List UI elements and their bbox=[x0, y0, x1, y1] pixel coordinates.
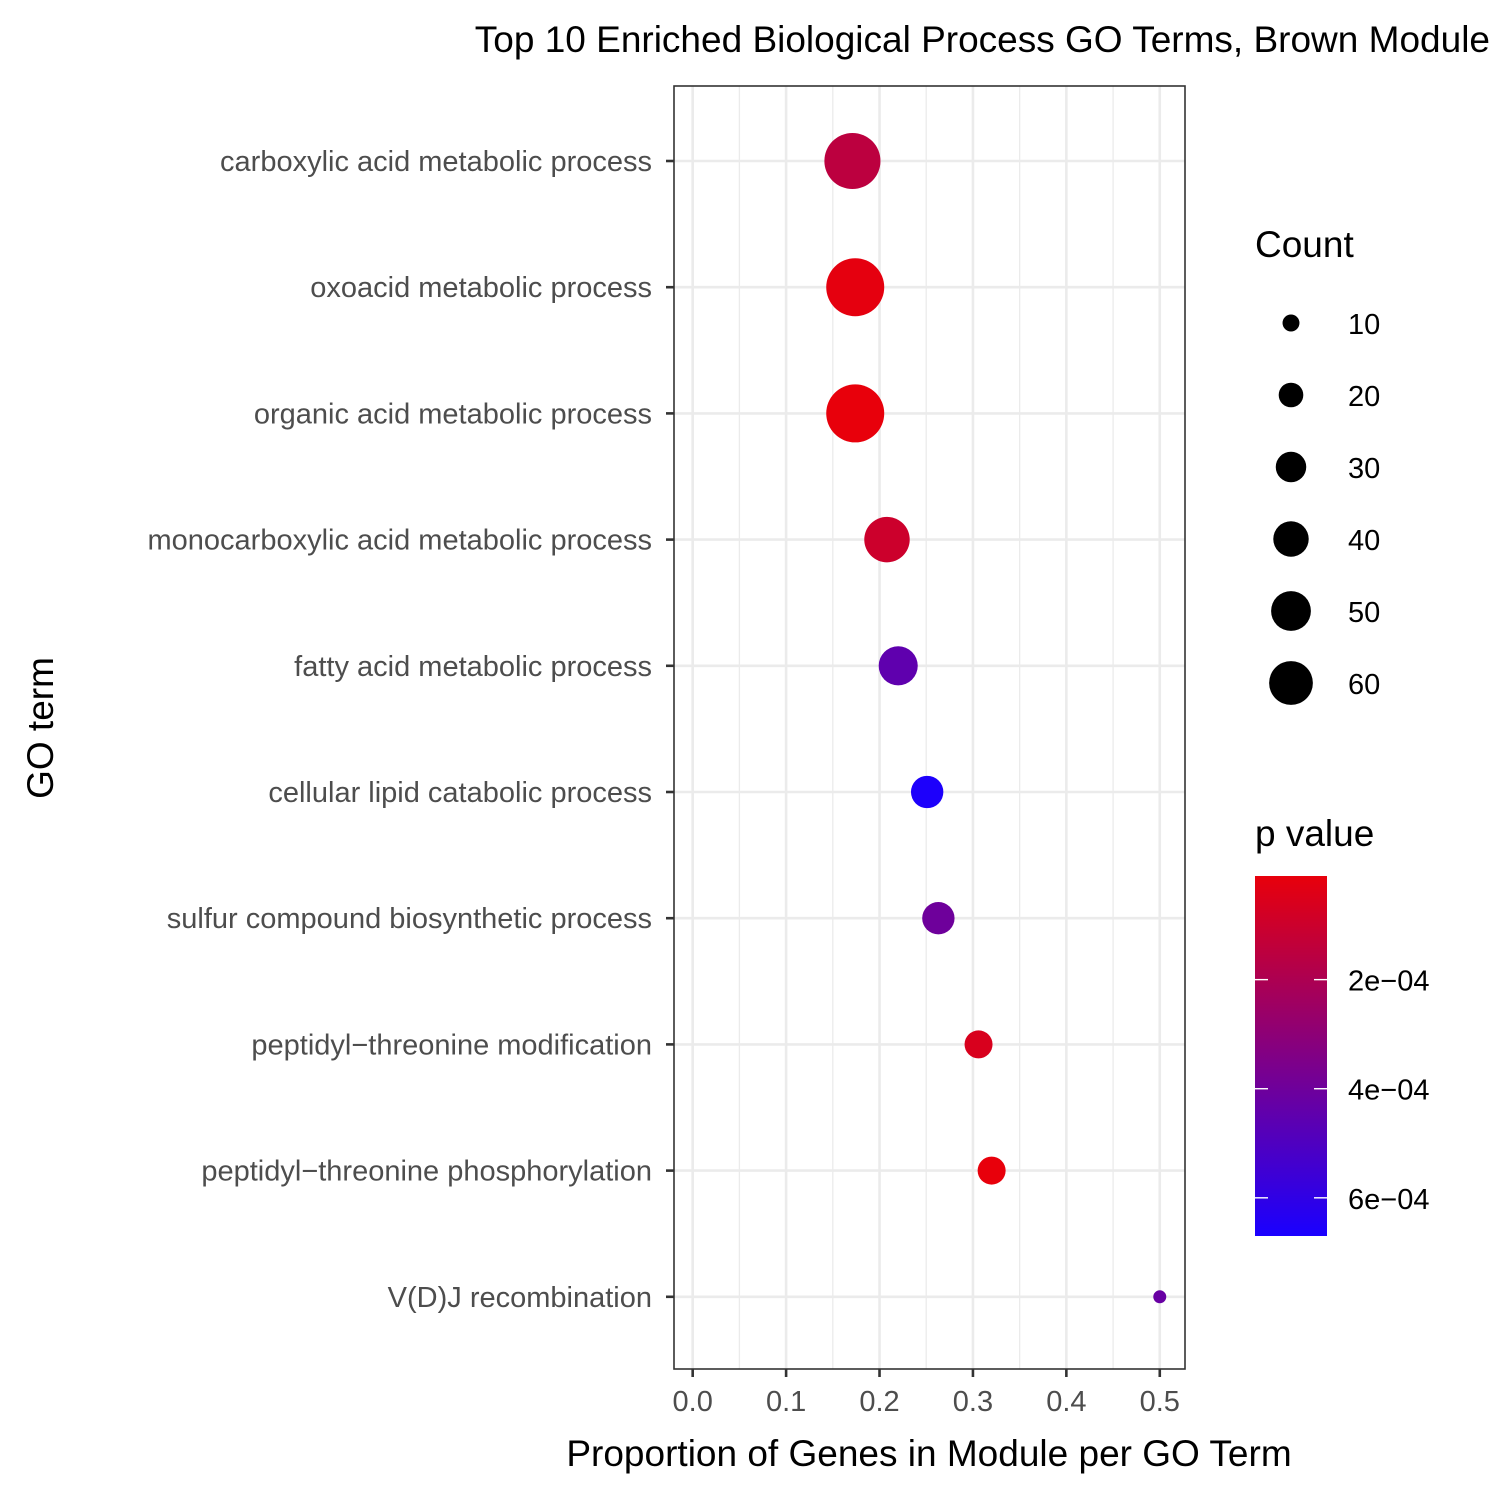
colorbar-tick-label: 4e−04 bbox=[1348, 1075, 1429, 1107]
y-tick-label: organic acid metabolic process bbox=[254, 398, 652, 430]
x-tick-label: 0.4 bbox=[1046, 1386, 1086, 1418]
y-tick-label: peptidyl−threonine modification bbox=[251, 1029, 652, 1061]
p-value-color-legend: p value 2e−04 4e−04 6e−04 bbox=[1255, 813, 1429, 1236]
p-value-colorbar bbox=[1255, 876, 1327, 1236]
count-legend-label: 60 bbox=[1348, 669, 1380, 701]
data-point bbox=[964, 1030, 993, 1059]
count-legend-key bbox=[1271, 591, 1311, 631]
panel-background bbox=[674, 86, 1185, 1369]
count-legend-key bbox=[1278, 382, 1304, 408]
y-tick-label: sulfur compound biosynthetic process bbox=[167, 903, 652, 935]
y-tick-label: carboxylic acid metabolic process bbox=[220, 146, 652, 178]
data-point bbox=[826, 384, 885, 443]
data-points bbox=[824, 132, 1167, 1304]
count-legend-label: 30 bbox=[1348, 453, 1380, 485]
x-axis: 0.0 0.1 0.2 0.3 0.4 0.5 bbox=[673, 1369, 1180, 1418]
x-tick-label: 0.1 bbox=[766, 1386, 806, 1418]
y-tick-label: oxoacid metabolic process bbox=[310, 272, 652, 304]
count-legend-key bbox=[1275, 451, 1307, 483]
y-tick-label: V(D)J recombination bbox=[388, 1282, 652, 1314]
y-axis-title: GO term bbox=[20, 657, 61, 799]
data-point bbox=[910, 775, 944, 809]
x-tick-label: 0.2 bbox=[859, 1386, 899, 1418]
x-axis-title: Proportion of Genes in Module per GO Ter… bbox=[566, 1433, 1291, 1474]
x-tick-label: 0.0 bbox=[673, 1386, 713, 1418]
y-axis: carboxylic acid metabolic process oxoacid… bbox=[148, 146, 674, 1314]
colorbar-tick-label: 6e−04 bbox=[1348, 1184, 1429, 1216]
colorbar-tick-label: 2e−04 bbox=[1348, 966, 1429, 998]
data-point bbox=[977, 1156, 1006, 1185]
count-legend-label: 40 bbox=[1348, 525, 1380, 557]
data-point bbox=[824, 132, 881, 190]
data-point bbox=[1153, 1290, 1167, 1304]
count-legend-key bbox=[1282, 314, 1300, 332]
count-legend-key bbox=[1269, 661, 1313, 705]
panel-border bbox=[673, 85, 1186, 1370]
x-tick-label: 0.3 bbox=[953, 1386, 993, 1418]
y-tick-label: fatty acid metabolic process bbox=[294, 651, 652, 683]
y-tick-label: cellular lipid catabolic process bbox=[268, 777, 652, 809]
data-point bbox=[922, 902, 955, 935]
x-tick-label: 0.5 bbox=[1140, 1386, 1180, 1418]
count-legend-key bbox=[1273, 521, 1309, 557]
plot-panel bbox=[673, 85, 1186, 1370]
y-tick-label: monocarboxylic acid metabolic process bbox=[148, 525, 653, 557]
count-legend-label: 20 bbox=[1348, 381, 1380, 413]
count-legend-label: 50 bbox=[1348, 597, 1380, 629]
data-point bbox=[864, 516, 910, 563]
chart-title: Top 10 Enriched Biological Process GO Te… bbox=[475, 19, 1490, 60]
p-value-legend-title: p value bbox=[1255, 813, 1374, 854]
y-tick-label: peptidyl−threonine phosphorylation bbox=[201, 1156, 652, 1188]
data-point bbox=[826, 258, 885, 317]
count-legend-title: Count bbox=[1255, 224, 1354, 265]
data-point bbox=[878, 646, 918, 686]
count-legend-label: 10 bbox=[1348, 309, 1380, 341]
count-size-legend: Count 10 20 30 40 50 60 bbox=[1255, 224, 1380, 705]
